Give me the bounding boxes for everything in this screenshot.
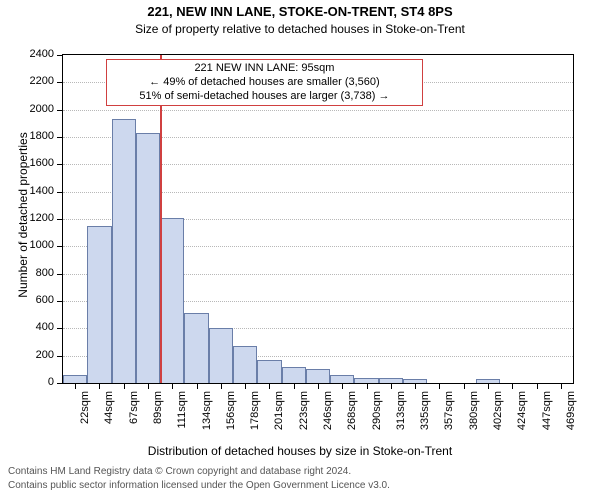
y-tick-label: 800 — [0, 267, 54, 279]
plot-area: 221 NEW INN LANE: 95sqm← 49% of detached… — [62, 54, 574, 384]
histogram-bar — [160, 218, 184, 383]
y-tick-label: 1800 — [0, 130, 54, 142]
y-tick — [57, 55, 62, 56]
x-tick — [512, 384, 513, 389]
x-tick-label: 313sqm — [395, 391, 407, 491]
y-tick — [57, 301, 62, 302]
histogram-bar — [403, 379, 427, 383]
x-tick — [342, 384, 343, 389]
histogram-bar — [476, 379, 500, 383]
chart-subtitle: Size of property relative to detached ho… — [0, 22, 600, 36]
histogram-bar — [233, 346, 257, 383]
x-tick — [245, 384, 246, 389]
y-tick-label: 2000 — [0, 103, 54, 115]
x-tick — [148, 384, 149, 389]
histogram-bar — [379, 378, 403, 383]
x-tick — [75, 384, 76, 389]
histogram-bar — [354, 378, 378, 383]
x-tick-label: 357sqm — [443, 391, 455, 491]
histogram-bar — [136, 133, 160, 383]
chart-title: 221, NEW INN LANE, STOKE-ON-TRENT, ST4 8… — [0, 4, 600, 19]
x-tick — [464, 384, 465, 389]
y-tick — [57, 164, 62, 165]
histogram-bar — [257, 360, 281, 383]
x-tick — [415, 384, 416, 389]
y-tick-label: 0 — [0, 376, 54, 388]
x-tick-label: 402sqm — [492, 391, 504, 491]
y-tick — [57, 246, 62, 247]
x-tick-label: 67sqm — [128, 391, 140, 491]
histogram-bar — [112, 119, 136, 383]
x-tick-label: 134sqm — [201, 391, 213, 491]
histogram-bar — [306, 369, 330, 383]
x-tick — [172, 384, 173, 389]
annotation-line: 221 NEW INN LANE: 95sqm — [113, 62, 415, 76]
x-tick-label: 201sqm — [273, 391, 285, 491]
x-tick — [439, 384, 440, 389]
y-tick-label: 1200 — [0, 212, 54, 224]
x-tick-label: 469sqm — [565, 391, 577, 491]
y-tick-label: 2400 — [0, 48, 54, 60]
gridline — [63, 110, 573, 111]
x-tick-label: 335sqm — [419, 391, 431, 491]
y-tick-label: 400 — [0, 321, 54, 333]
x-tick-label: 380sqm — [468, 391, 480, 491]
x-tick — [124, 384, 125, 389]
x-tick-label: 156sqm — [225, 391, 237, 491]
x-tick — [318, 384, 319, 389]
y-tick-label: 2200 — [0, 75, 54, 87]
y-tick — [57, 383, 62, 384]
x-tick — [561, 384, 562, 389]
annotation-line: 51% of semi-detached houses are larger (… — [113, 90, 415, 104]
x-tick — [269, 384, 270, 389]
x-tick-label: 290sqm — [371, 391, 383, 491]
y-tick — [57, 137, 62, 138]
x-tick — [537, 384, 538, 389]
x-tick-label: 223sqm — [298, 391, 310, 491]
x-tick-label: 447sqm — [541, 391, 553, 491]
histogram-bar — [330, 375, 354, 383]
x-tick-label: 44sqm — [103, 391, 115, 491]
y-tick-label: 200 — [0, 349, 54, 361]
x-tick — [99, 384, 100, 389]
y-tick-label: 1400 — [0, 185, 54, 197]
y-tick — [57, 328, 62, 329]
y-tick — [57, 82, 62, 83]
x-tick — [367, 384, 368, 389]
y-tick — [57, 356, 62, 357]
y-tick — [57, 192, 62, 193]
y-tick — [57, 110, 62, 111]
x-tick — [391, 384, 392, 389]
histogram-bar — [87, 226, 111, 383]
histogram-bar — [184, 313, 208, 383]
histogram-bar — [63, 375, 87, 383]
annotation-box: 221 NEW INN LANE: 95sqm← 49% of detached… — [106, 59, 422, 106]
y-tick-label: 1600 — [0, 157, 54, 169]
y-tick — [57, 219, 62, 220]
histogram-bar — [282, 367, 306, 383]
x-tick-label: 89sqm — [152, 391, 164, 491]
y-tick-label: 600 — [0, 294, 54, 306]
x-tick — [488, 384, 489, 389]
x-tick — [197, 384, 198, 389]
y-tick — [57, 274, 62, 275]
x-tick-label: 246sqm — [322, 391, 334, 491]
x-tick-label: 268sqm — [346, 391, 358, 491]
x-tick-label: 22sqm — [79, 391, 91, 491]
x-tick-label: 111sqm — [176, 391, 188, 491]
x-tick — [294, 384, 295, 389]
x-tick-label: 178sqm — [249, 391, 261, 491]
annotation-line: ← 49% of detached houses are smaller (3,… — [113, 76, 415, 90]
y-tick-label: 1000 — [0, 239, 54, 251]
x-tick-label: 424sqm — [516, 391, 528, 491]
x-tick — [221, 384, 222, 389]
histogram-bar — [209, 328, 233, 383]
